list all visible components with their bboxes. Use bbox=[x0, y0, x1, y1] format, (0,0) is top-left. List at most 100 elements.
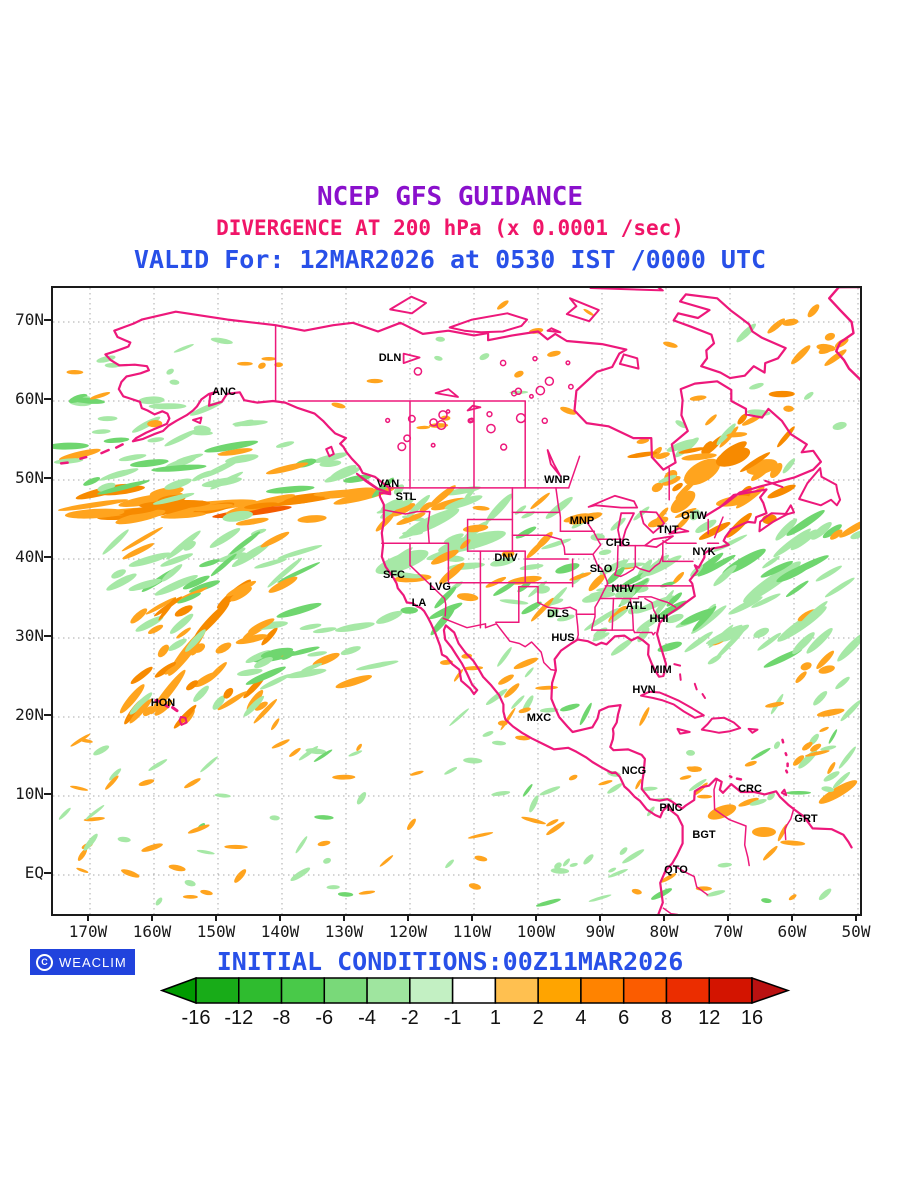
divergence-blob bbox=[639, 707, 650, 726]
divergence-blob bbox=[285, 668, 327, 679]
divergence-blob bbox=[168, 638, 187, 651]
station-label: QTO bbox=[664, 864, 688, 876]
divergence-blob bbox=[106, 573, 137, 591]
divergence-blob bbox=[579, 702, 592, 726]
divergence-blob bbox=[434, 355, 443, 361]
station-label: WNP bbox=[544, 474, 570, 486]
colorbar-segment bbox=[195, 977, 240, 1004]
divergence-blob bbox=[53, 442, 89, 450]
colorbar-segment bbox=[665, 977, 710, 1004]
divergence-blob bbox=[607, 783, 623, 794]
coastline bbox=[587, 494, 639, 509]
divergence-blob bbox=[202, 458, 241, 478]
station-label: CHG bbox=[605, 537, 631, 549]
divergence-blob bbox=[692, 606, 717, 632]
divergence-blob bbox=[281, 650, 295, 660]
coastline bbox=[629, 597, 636, 634]
divergence-blob bbox=[490, 557, 516, 567]
colorbar-segment bbox=[280, 977, 326, 1004]
lon-axis-label: 80W bbox=[649, 922, 679, 941]
lon-tick bbox=[343, 914, 345, 921]
divergence-blob bbox=[474, 855, 488, 862]
divergence-blob bbox=[185, 629, 206, 652]
divergence-blob bbox=[217, 691, 248, 711]
divergence-blob bbox=[786, 510, 825, 536]
lake-outline bbox=[510, 390, 518, 397]
divergence-blob bbox=[705, 414, 717, 426]
divergence-blob bbox=[404, 508, 460, 536]
divergence-blob bbox=[148, 759, 168, 771]
lat-axis-label: 40N bbox=[15, 547, 44, 566]
divergence-blob bbox=[635, 779, 642, 790]
divergence-blob bbox=[616, 562, 646, 568]
divergence-blob bbox=[335, 622, 375, 633]
divergence-blob bbox=[521, 511, 536, 519]
lat-axis-label: 30N bbox=[15, 626, 44, 645]
divergence-blob bbox=[818, 345, 834, 355]
divergence-blob bbox=[182, 895, 198, 899]
divergence-blob bbox=[610, 517, 626, 531]
divergence-blob bbox=[384, 571, 423, 579]
divergence-blob bbox=[245, 666, 286, 685]
divergence-blob bbox=[738, 797, 759, 807]
divergence-blob bbox=[515, 735, 531, 741]
divergence-blob bbox=[637, 559, 653, 578]
divergence-blob bbox=[705, 624, 743, 645]
lon-axis-label: 150W bbox=[196, 922, 236, 941]
divergence-blob bbox=[261, 356, 277, 361]
divergence-blob bbox=[792, 632, 815, 655]
coastline bbox=[104, 318, 684, 914]
divergence-blob bbox=[497, 300, 509, 310]
divergence-blob bbox=[204, 440, 259, 453]
divergence-blob bbox=[266, 485, 315, 494]
station-label: SFC bbox=[383, 569, 405, 581]
divergence-blob bbox=[91, 429, 111, 434]
divergence-blob bbox=[97, 482, 116, 492]
lake-outline bbox=[567, 383, 574, 390]
lat-axis-label: 50N bbox=[15, 468, 44, 487]
divergence-blob bbox=[568, 774, 578, 781]
divergence-blob bbox=[164, 478, 192, 490]
lake-outline bbox=[499, 359, 507, 367]
divergence-blob bbox=[780, 840, 806, 846]
divergence-blob bbox=[158, 597, 177, 621]
colorbar-label: -6 bbox=[315, 1007, 334, 1029]
divergence-blob bbox=[674, 507, 697, 519]
coastline bbox=[747, 727, 759, 734]
divergence-blob bbox=[657, 641, 682, 652]
divergence-blob bbox=[449, 708, 470, 727]
divergence-blob bbox=[539, 707, 559, 713]
lake-outline bbox=[430, 442, 436, 448]
divergence-blob bbox=[554, 862, 562, 870]
divergence-blob bbox=[129, 692, 153, 715]
coastline bbox=[780, 788, 788, 797]
divergence-blob bbox=[676, 490, 692, 508]
divergence-blob bbox=[116, 506, 159, 516]
divergence-blob bbox=[498, 674, 514, 685]
divergence-blob bbox=[514, 370, 524, 378]
divergence-blob bbox=[154, 699, 173, 716]
divergence-blob bbox=[619, 847, 628, 855]
coastline bbox=[575, 613, 580, 641]
divergence-blob bbox=[468, 883, 482, 890]
coastline bbox=[672, 864, 709, 896]
colorbar-segment bbox=[451, 977, 497, 1004]
divergence-blob bbox=[376, 610, 403, 624]
coastline bbox=[784, 504, 795, 516]
divergence-blob bbox=[819, 726, 829, 732]
divergence-blob bbox=[151, 464, 207, 472]
divergence-blob bbox=[174, 605, 193, 617]
divergence-blob bbox=[816, 708, 845, 717]
lake-outline bbox=[436, 419, 447, 431]
divergence-blob bbox=[524, 667, 534, 678]
divergence-blob bbox=[193, 685, 209, 702]
divergence-blob bbox=[443, 533, 464, 544]
divergence-blob bbox=[818, 665, 835, 674]
lon-tick bbox=[791, 914, 793, 921]
colorbar-segment bbox=[366, 977, 411, 1004]
divergence-blob bbox=[768, 390, 795, 398]
divergence-blob bbox=[194, 601, 230, 639]
divergence-blob bbox=[64, 508, 125, 519]
divergence-blob bbox=[701, 441, 713, 455]
divergence-blob bbox=[379, 855, 394, 867]
